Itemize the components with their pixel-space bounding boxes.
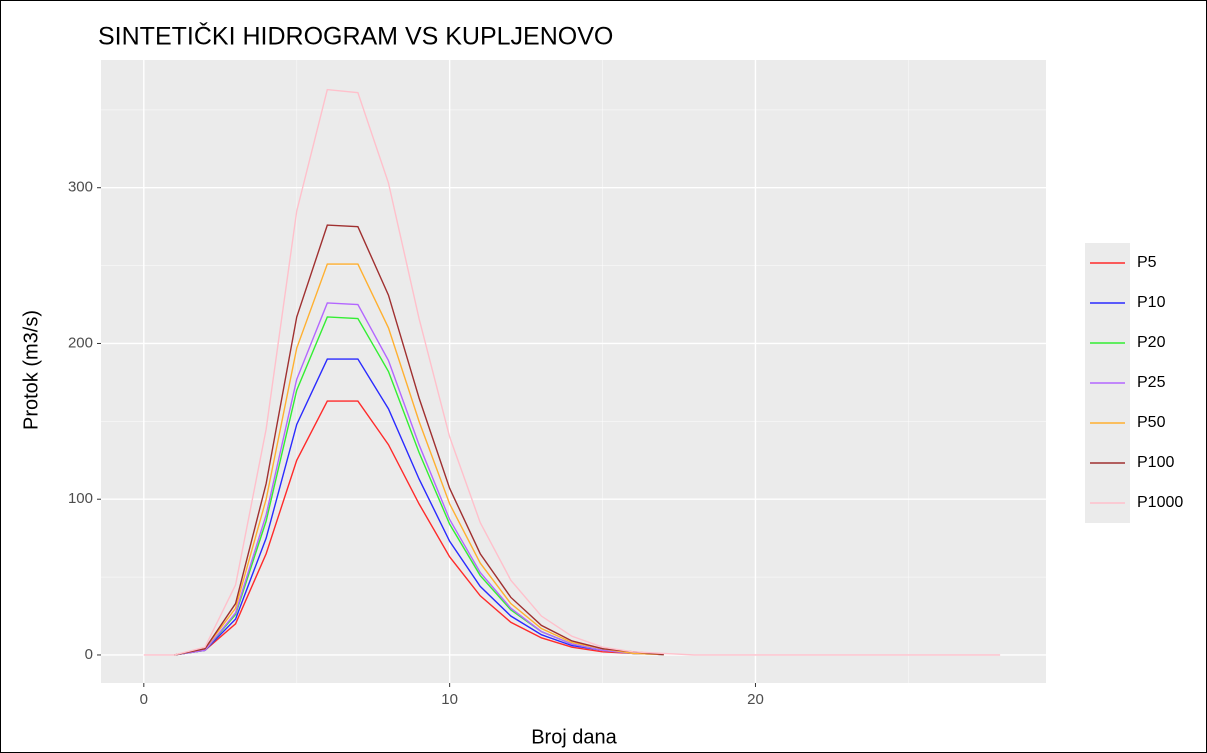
legend-label: P10 [1137, 294, 1166, 311]
legend-label: P25 [1137, 374, 1166, 391]
legend-label: P20 [1137, 334, 1166, 351]
y-tick-label: 100 [68, 490, 93, 507]
legend-label: P50 [1137, 414, 1166, 431]
series-line [174, 302, 664, 656]
y-axis-title: Protok (m3/s) [20, 310, 42, 430]
series-line [174, 400, 664, 656]
x-tick-label: 20 [747, 691, 764, 708]
legend-label: P100 [1137, 454, 1174, 471]
legend-label: P1000 [1137, 494, 1183, 511]
x-axis-title: Broj dana [531, 726, 617, 748]
x-tick-label: 10 [441, 691, 458, 708]
x-tick-label: 0 [140, 691, 148, 708]
y-tick-label: 200 [68, 334, 93, 351]
y-tick-label: 300 [68, 179, 93, 196]
series-line [174, 263, 664, 656]
y-tick-label: 0 [85, 646, 93, 663]
legend-label: P5 [1137, 254, 1157, 271]
panel [101, 60, 1046, 683]
series-line [174, 358, 664, 656]
chart-title: SINTETIČKI HIDROGRAM VS KUPLJENOVO [98, 22, 613, 51]
series-line [174, 224, 664, 656]
series-line [143, 88, 1001, 656]
